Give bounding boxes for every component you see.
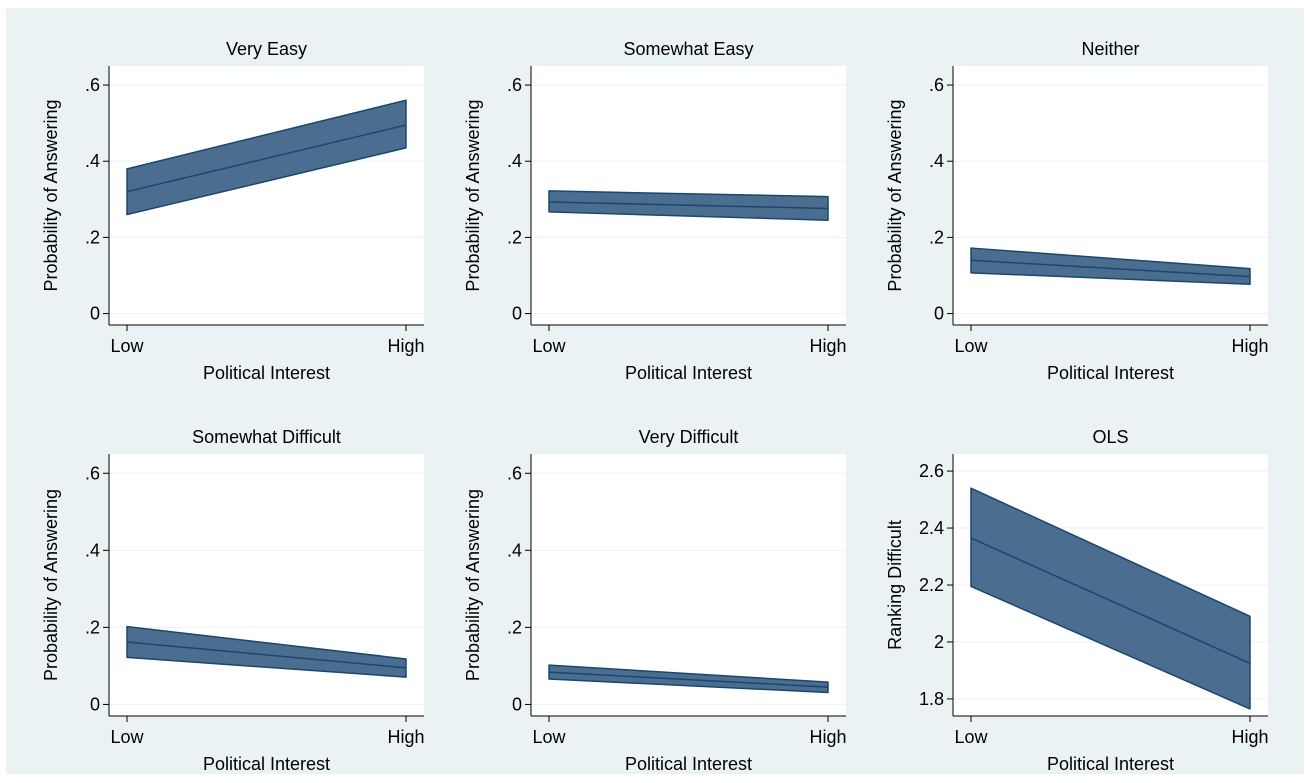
estimate-line-5-0 [970,537,1251,664]
x-tick-label-3-0: Low [110,727,144,747]
ci-band-5-0 [970,487,1251,710]
panel-title-1: Somewhat Easy [623,39,753,59]
y-axis-label-5: Ranking Difficult [885,520,905,650]
x-axis-label-4: Political Interest [625,754,752,774]
ci-band-0-0 [126,99,407,216]
panel-title-4: Very Difficult [639,427,739,447]
y-tick-label-5-0: 1.8 [919,689,944,709]
x-axis-label-2: Political Interest [1047,363,1174,383]
y-tick-label-1-1: .2 [507,227,522,247]
y-tick-label-2-1: .2 [929,227,944,247]
x-tick-label-4-0: Low [532,727,566,747]
x-axis-label-1: Political Interest [625,363,752,383]
y-tick-label-1-3: .6 [507,75,522,95]
y-tick-label-0-2: .4 [85,151,100,171]
y-tick-label-4-0: 0 [512,694,522,714]
x-tick-label-4-1: High [809,727,846,747]
y-tick-label-3-1: .2 [85,617,100,637]
x-tick-label-0-1: High [387,336,424,356]
y-tick-label-4-3: .6 [507,463,522,483]
y-tick-label-0-0: 0 [90,304,100,324]
ci-band-2-0 [970,247,1251,285]
plot-area-3 [109,454,424,716]
y-tick-label-4-2: .4 [507,540,522,560]
y-tick-label-2-2: .4 [929,151,944,171]
y-tick-label-0-3: .6 [85,75,100,95]
y-axis-label-4: Probability of Answering [463,489,483,681]
y-axis-label-0: Probability of Answering [41,99,61,291]
panel-title-2: Neither [1081,39,1139,59]
y-tick-label-4-1: .2 [507,617,522,637]
figure: 0 .2 .4 .6 Low High Very Easy Political Interes… [6,8,1304,774]
x-tick-label-2-0: Low [954,336,988,356]
panel-title-0: Very Easy [226,39,307,59]
y-axis-label-2: Probability of Answering [885,99,905,291]
y-tick-label-2-0: 0 [934,304,944,324]
y-axis-label-3: Probability of Answering [41,489,61,681]
x-axis-label-0: Political Interest [203,363,330,383]
panel-title-5: OLS [1092,427,1128,447]
y-axis-label-1: Probability of Answering [463,99,483,291]
ci-band-3-0 [126,625,407,678]
y-tick-label-1-2: .4 [507,151,522,171]
y-tick-label-0-1: .2 [85,227,100,247]
estimate-line-4-0 [548,671,829,688]
panel-title-3: Somewhat Difficult [192,427,341,447]
y-tick-label-1-0: 0 [512,304,522,324]
x-tick-label-5-1: High [1231,727,1268,747]
y-tick-label-5-4: 2.6 [919,461,944,481]
plot-area-2 [953,66,1268,325]
ci-band-4-0 [548,664,829,694]
y-tick-label-3-0: 0 [90,694,100,714]
y-tick-label-3-3: .6 [85,463,100,483]
chart-grid: 0 .2 .4 .6 Low High Very Easy Political Interes… [41,39,1269,774]
estimate-line-0-0 [126,124,407,193]
y-tick-label-3-2: .4 [85,540,100,560]
estimate-line-1-0 [548,201,829,210]
x-tick-label-1-1: High [809,336,846,356]
x-tick-label-5-0: Low [954,727,988,747]
y-tick-label-5-2: 2.2 [919,575,944,595]
estimate-line-2-0 [970,259,1251,278]
estimate-line-3-0 [126,641,407,669]
x-tick-label-3-1: High [387,727,424,747]
x-axis-label-5: Political Interest [1047,754,1174,774]
x-tick-label-0-0: Low [110,336,144,356]
y-tick-label-2-3: .6 [929,75,944,95]
y-tick-label-5-1: 2 [934,632,944,652]
y-tick-label-5-3: 2.4 [919,518,944,538]
x-tick-label-2-1: High [1231,336,1268,356]
x-tick-label-1-0: Low [532,336,566,356]
x-axis-label-3: Political Interest [203,754,330,774]
